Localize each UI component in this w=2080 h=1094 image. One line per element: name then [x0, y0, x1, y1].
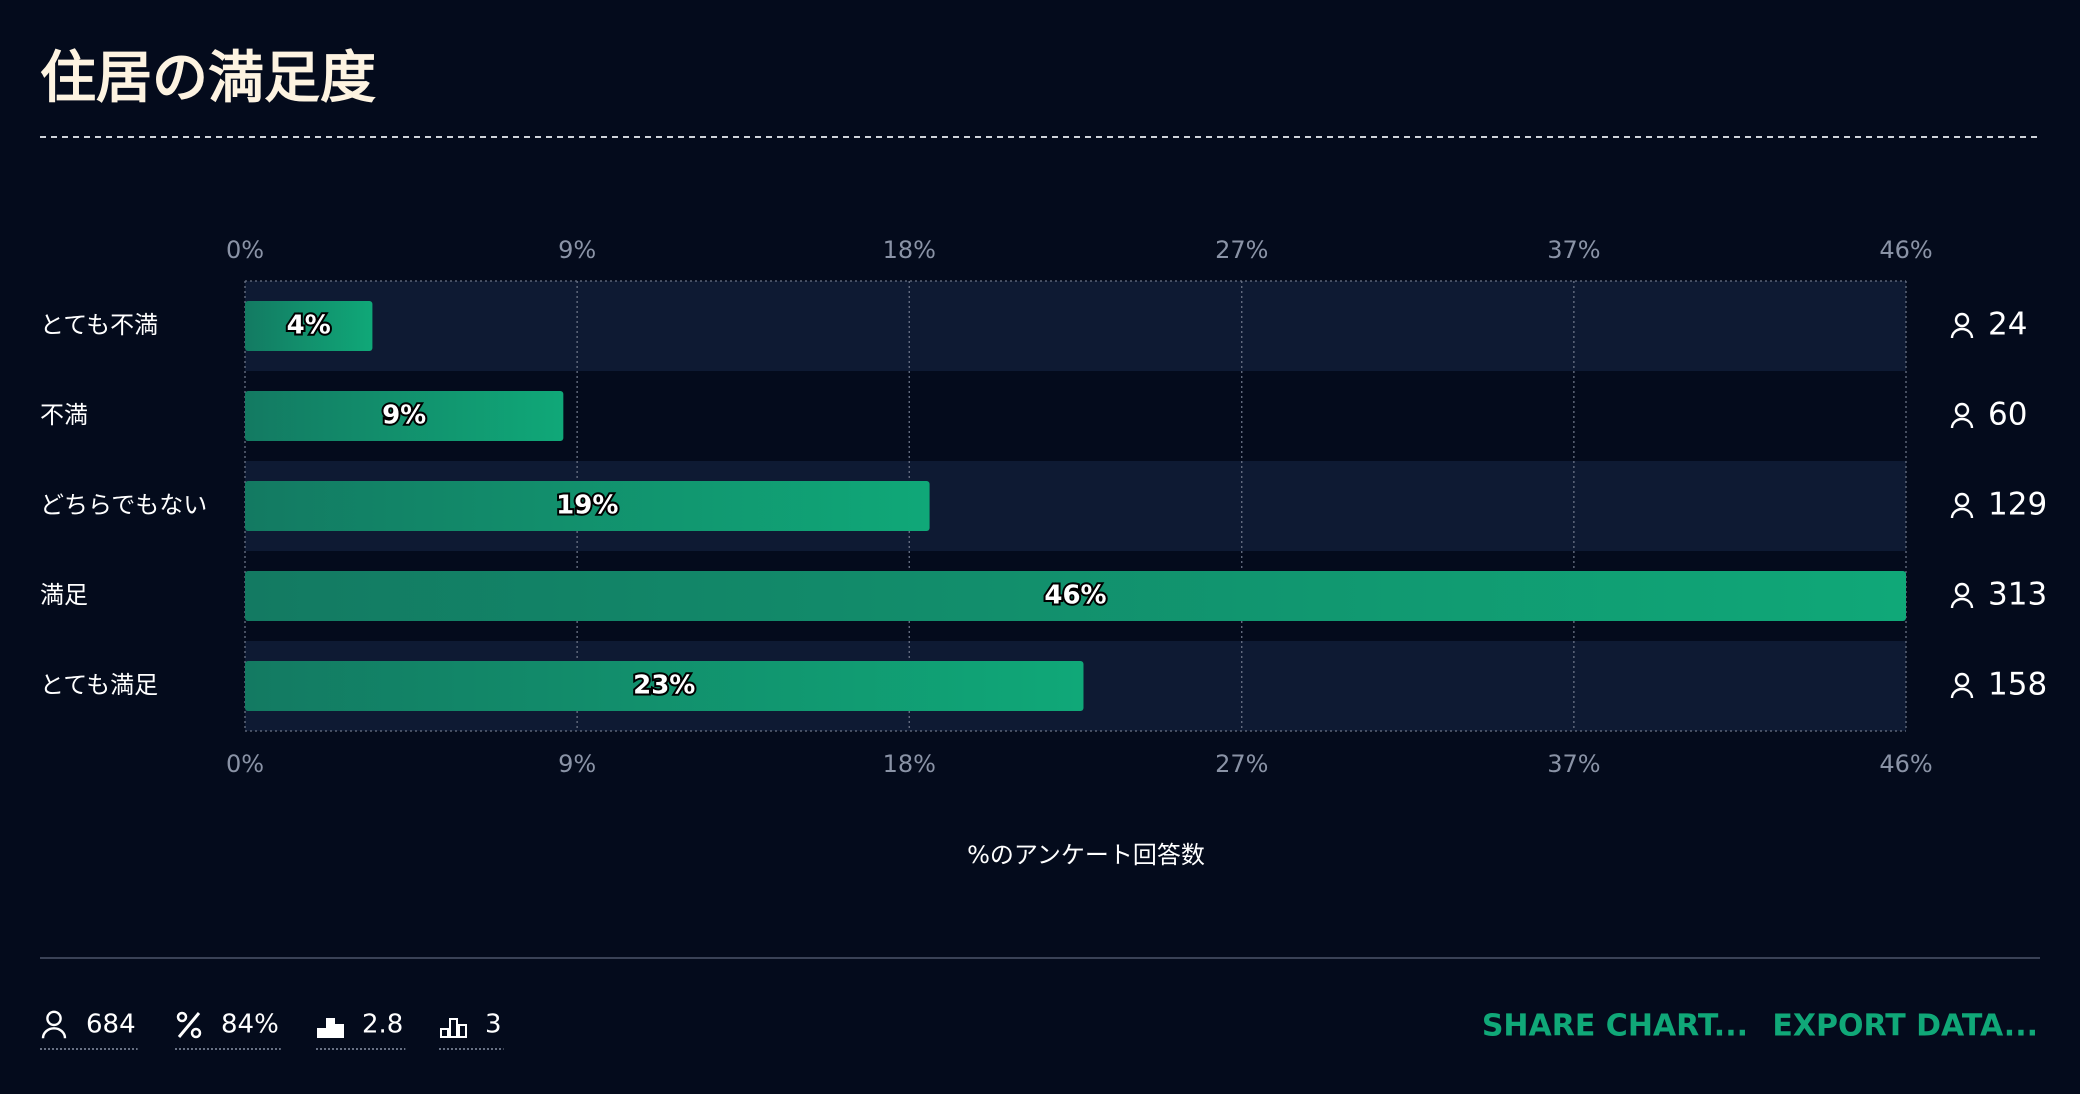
bar	[245, 301, 373, 351]
footer-stat: 84%	[221, 1010, 279, 1040]
person-icon-head	[46, 1010, 62, 1027]
x-tick-label-bottom: 0%	[226, 750, 264, 778]
person-icon-body	[41, 1027, 67, 1039]
x-tick-label-top: 27%	[1215, 236, 1268, 264]
person-icon-head	[1954, 672, 1970, 688]
category-label: 不満	[40, 401, 88, 429]
value-label: 19%	[556, 491, 618, 521]
person-icon-body	[1950, 327, 1974, 339]
percent-icon-dot	[176, 1011, 188, 1023]
response-count: 158	[1988, 667, 2047, 703]
chart-title: 住居の満足度	[40, 46, 376, 111]
x-tick-label-top: 46%	[1879, 236, 1932, 264]
bars-icon	[326, 1018, 335, 1038]
percent-icon-dot	[190, 1027, 202, 1039]
bars-icon	[449, 1018, 458, 1038]
x-tick-label-top: 18%	[883, 236, 936, 264]
person-icon-body	[1950, 597, 1974, 609]
person-icon-body	[1950, 417, 1974, 429]
bar	[245, 391, 564, 441]
percent-icon	[177, 1012, 201, 1038]
person-icon-head	[1954, 312, 1970, 328]
footer-stat: 3	[485, 1010, 502, 1040]
bars-icon	[440, 1028, 449, 1038]
person-icon-body	[1950, 507, 1974, 519]
bar	[245, 481, 930, 531]
x-tick-label-bottom: 37%	[1547, 750, 1600, 778]
x-tick-label-bottom: 27%	[1215, 750, 1268, 778]
response-count: 313	[1988, 577, 2047, 613]
footer-stat: 2.8	[362, 1010, 403, 1040]
action-button[interactable]: EXPORT DATA...	[1772, 1009, 2038, 1044]
x-tick-label-top: 0%	[226, 236, 264, 264]
category-label: とても満足	[40, 671, 158, 699]
person-icon-head	[1954, 402, 1970, 418]
bars-icon	[317, 1028, 326, 1038]
x-tick-label-top: 9%	[558, 236, 596, 264]
action-button[interactable]: SHARE CHART...	[1482, 1009, 1748, 1044]
x-axis-title: %のアンケート回答数	[967, 841, 1205, 869]
response-count: 129	[1988, 487, 2047, 523]
person-icon-body	[1950, 687, 1974, 699]
response-count: 24	[1988, 307, 2027, 343]
category-label: どちらでもない	[40, 491, 207, 519]
value-label: 9%	[382, 401, 426, 431]
bars-icon	[335, 1024, 344, 1038]
value-label: 4%	[287, 311, 331, 341]
person-icon-head	[1954, 582, 1970, 598]
bar	[245, 661, 1084, 711]
x-tick-label-top: 37%	[1547, 236, 1600, 264]
response-count: 60	[1988, 397, 2027, 433]
value-label: 46%	[1044, 581, 1106, 611]
bar	[245, 571, 1906, 621]
value-label: 23%	[633, 671, 695, 701]
person-icon-head	[1954, 492, 1970, 508]
x-tick-label-bottom: 18%	[883, 750, 936, 778]
x-tick-label-bottom: 9%	[558, 750, 596, 778]
bars-icon	[458, 1024, 467, 1038]
row-band	[245, 281, 1906, 371]
x-tick-label-bottom: 46%	[1879, 750, 1932, 778]
footer-stat: 684	[86, 1010, 136, 1040]
category-label: 満足	[40, 581, 88, 609]
category-label: とても不満	[40, 311, 158, 339]
